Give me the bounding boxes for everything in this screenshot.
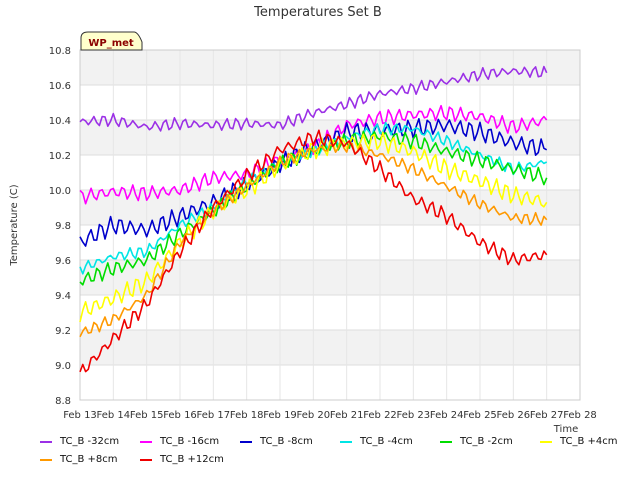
legend-swatch bbox=[540, 440, 552, 443]
x-tick-label: Feb 19 bbox=[263, 410, 297, 421]
legend-swatch bbox=[140, 458, 152, 461]
legend-item: TC_B -2cm bbox=[440, 436, 513, 447]
background-band bbox=[80, 330, 580, 365]
legend-label: TC_B +4cm bbox=[560, 436, 618, 447]
legend-item: TC_B +4cm bbox=[540, 436, 618, 447]
x-tick-labels: Feb 13 Feb 14 Feb 15 Feb 16 Feb 17 Feb 18 Feb … bbox=[63, 410, 597, 421]
legend-item: TC_B +12cm bbox=[140, 454, 224, 465]
x-axis-label: Time bbox=[553, 424, 578, 435]
x-tick-label: Feb 14 bbox=[97, 410, 131, 421]
legend-label: TC_B +8cm bbox=[60, 454, 118, 465]
background-band bbox=[80, 50, 580, 85]
series-line-tc-b-32cm bbox=[79, 65, 548, 132]
series-line-tc-b-8cm bbox=[79, 140, 548, 338]
y-tick-label: 10.4 bbox=[49, 116, 71, 127]
x-tick-label: Feb 15 bbox=[130, 410, 164, 421]
y-tick-label: 10.0 bbox=[49, 186, 71, 197]
legend-label: TC_B -16cm bbox=[160, 436, 220, 447]
x-tick-label: Feb 18 bbox=[230, 410, 264, 421]
legend-item: TC_B -4cm bbox=[340, 436, 413, 447]
y-tick-label: 9.6 bbox=[55, 256, 71, 267]
y-tick-label: 9.2 bbox=[55, 326, 71, 337]
legend-swatch bbox=[340, 440, 352, 443]
series-line-tc-b-12cm bbox=[79, 129, 548, 373]
badge-label: WP_met bbox=[88, 38, 134, 49]
y-tick-labels: 8.8 9.0 9.2 9.4 9.6 9.8 10.0 10.2 10.4 10.6 10.8 bbox=[49, 46, 71, 407]
chart-title: Temperatures Set B bbox=[253, 5, 382, 20]
x-tick-label: Feb 20 bbox=[297, 410, 331, 421]
x-tick-label: Feb 16 bbox=[163, 410, 197, 421]
y-tick-label: 9.0 bbox=[55, 361, 71, 372]
legend-item: TC_B -32cm bbox=[40, 436, 119, 447]
legend-item: TC_B -16cm bbox=[140, 436, 219, 447]
x-tick-label: Feb 17 bbox=[197, 410, 231, 421]
legend-label: TC_B +12cm bbox=[160, 454, 224, 465]
series-line-tc-b-16cm bbox=[79, 104, 548, 205]
legend-swatch bbox=[140, 440, 152, 443]
x-tick-label: Feb 24 bbox=[430, 410, 464, 421]
legend-swatch bbox=[240, 440, 252, 443]
x-tick-label: Feb 13 bbox=[63, 410, 97, 421]
x-tick-label: Feb 27 bbox=[530, 410, 564, 421]
background-band bbox=[80, 190, 580, 225]
legend-item: TC_B -8cm bbox=[240, 436, 313, 447]
x-tick-label: Feb 28 bbox=[563, 410, 597, 421]
legend-label: TC_B -8cm bbox=[260, 436, 313, 447]
y-tick-label: 10.6 bbox=[49, 81, 71, 92]
legend-item: TC_B +8cm bbox=[40, 454, 118, 465]
x-tick-label: Feb 23 bbox=[397, 410, 431, 421]
y-tick-label: 9.8 bbox=[55, 221, 71, 232]
x-tick-label: Feb 26 bbox=[497, 410, 531, 421]
y-axis-label: Temperature (C) bbox=[9, 184, 20, 266]
x-tick-label: Feb 22 bbox=[363, 410, 397, 421]
legend-swatch bbox=[40, 458, 52, 461]
legend-label: TC_B -2cm bbox=[460, 436, 513, 447]
legend-swatch bbox=[40, 440, 52, 443]
wp-met-badge: WP_met bbox=[80, 31, 143, 51]
legend-swatch bbox=[440, 440, 452, 443]
x-tick-label: Feb 25 bbox=[463, 410, 497, 421]
y-tick-label: 10.8 bbox=[49, 46, 71, 57]
series-lines bbox=[79, 65, 548, 373]
x-tick-label: Feb 21 bbox=[330, 410, 364, 421]
legend-label: TC_B -32cm bbox=[60, 436, 120, 447]
y-tick-label: 9.4 bbox=[55, 291, 71, 302]
y-tick-label: 10.2 bbox=[49, 151, 71, 162]
legend-label: TC_B -4cm bbox=[360, 436, 413, 447]
y-tick-label: 8.8 bbox=[55, 396, 71, 407]
plot-area-frame bbox=[79, 49, 581, 401]
